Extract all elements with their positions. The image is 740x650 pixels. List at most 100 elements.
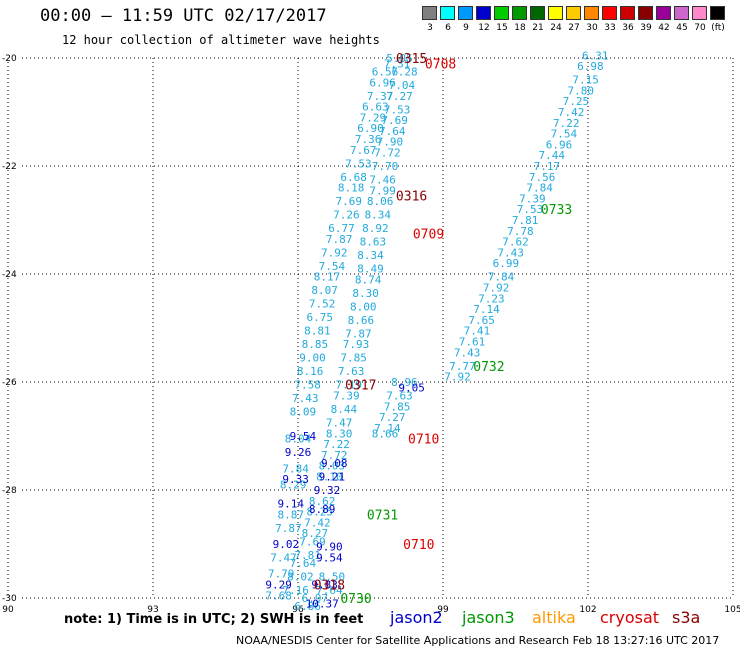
wave-height-label: 7.19: [336, 379, 363, 392]
legend-swatch: [692, 6, 707, 20]
legend-label: 27: [568, 23, 580, 33]
wave-height-label: 7.87: [275, 522, 302, 535]
legend-label: 39: [640, 23, 652, 33]
wave-height-label: 7.47: [326, 417, 353, 430]
legend-swatch: [602, 6, 617, 20]
wave-height-label: 7.27: [379, 411, 406, 424]
wave-height-label: 7.47: [270, 552, 297, 565]
wave-height-label: 8.27: [302, 527, 329, 540]
wave-height-label: 8.00: [350, 300, 377, 313]
wave-height-label: 7.22: [323, 438, 350, 451]
legend-swatch: [458, 6, 473, 20]
wave-height-label: 5.95: [386, 52, 413, 65]
wave-height-label: 7.54: [319, 260, 346, 273]
wave-height-label: 7.92: [321, 246, 348, 259]
x-tick-label: 96: [292, 605, 304, 615]
wave-height-label: 9.21: [319, 471, 346, 484]
wave-height-label: 7.67: [350, 144, 377, 157]
wave-height-label: 7.23: [478, 292, 505, 305]
wave-height-label: 7.64: [290, 557, 317, 570]
wave-height-label: 7.63: [338, 365, 365, 378]
wave-height-label: 7.77: [449, 360, 476, 373]
wave-height-label: 7.81: [294, 549, 321, 562]
wave-height-label: 7.87: [345, 327, 372, 340]
wave-height-label: 8.85: [302, 338, 329, 351]
x-tick-label: 99: [437, 605, 449, 615]
wave-height-label: 7.69: [381, 114, 408, 127]
pass-time-label: 0710: [408, 433, 439, 448]
legend-swatch: [566, 6, 581, 20]
wave-height-label: 7.84: [526, 182, 553, 195]
legend-swatch: [530, 6, 545, 20]
legend-swatch: [620, 6, 635, 20]
mission-s3a: s3a: [672, 608, 701, 627]
wave-height-label: 9.08: [321, 457, 348, 470]
wave-height-label: 9.54: [316, 552, 343, 565]
legend-label: 6: [445, 23, 451, 33]
wave-height-label: 8.02: [287, 570, 314, 583]
wave-height-label: 9.90: [316, 541, 343, 554]
pass-time-label: 0710: [403, 538, 434, 553]
wave-height-label: 8.87: [278, 508, 305, 521]
wave-height-label: 7.16: [282, 584, 309, 597]
pass-time-label: 0709: [413, 228, 444, 243]
wave-height-label: 7.46: [369, 174, 396, 187]
wave-height-label: 7.14: [374, 422, 401, 435]
wave-height-label: 7.79: [268, 568, 295, 581]
wave-height-label: 7.54: [551, 128, 578, 141]
wave-height-label: 8.89: [309, 503, 336, 516]
wave-height-label: 8.18: [338, 182, 365, 195]
wave-height-label: 9.26: [285, 446, 312, 459]
wave-height-label: 7.39: [333, 390, 360, 403]
wave-height-label: 7.93: [343, 338, 370, 351]
wave-height-label: 6.96: [546, 138, 573, 151]
y-tick-label: -30: [2, 594, 17, 604]
x-tick-label: 90: [2, 605, 14, 615]
wave-height-label: 8.62: [309, 495, 336, 508]
wave-height-label: 7.92: [444, 371, 471, 384]
pass-time-label: 0318: [314, 579, 345, 594]
wave-height-label: 7.43: [497, 246, 524, 259]
legend-swatch: [494, 6, 509, 20]
wave-height-label: 9.29: [265, 579, 292, 592]
wave-height-label: 6.31: [582, 49, 609, 62]
wave-height-label: 7.87: [326, 233, 353, 246]
legend-swatch: [548, 6, 563, 20]
wave-height-label: 8.66: [372, 427, 399, 440]
wave-height-label: 8.25: [307, 506, 334, 519]
wave-height-label: 7.63: [386, 390, 413, 403]
wave-height-label: 9.83: [311, 579, 338, 592]
wave-height-label: 7.70: [372, 160, 399, 173]
wave-height-label: 7.31: [384, 57, 411, 70]
wave-height-label: 6.75: [307, 311, 334, 324]
wave-height-label: 7.53: [517, 203, 544, 216]
pass-time-label: 0731: [367, 508, 398, 523]
wave-height-label: 7.90: [377, 136, 404, 149]
wave-height-label: 9.14: [278, 498, 305, 511]
legend-swatch: [422, 6, 437, 20]
legend-label: 45: [676, 23, 688, 33]
wave-height-label: 8.49: [357, 263, 384, 276]
wave-height-label: 7.22: [553, 117, 580, 130]
wave-height-label: 7.14: [473, 303, 500, 316]
wave-height-label: 7.52: [309, 298, 336, 311]
wave-height-label: 7.43: [454, 346, 481, 359]
mission-jason2: jason2: [390, 608, 443, 627]
legend-label: (ft): [711, 23, 725, 33]
legend-label: 18: [514, 23, 526, 33]
wave-height-label: 9.33: [282, 473, 309, 486]
legend-label: 24: [550, 23, 562, 33]
pass-time-label: 0317: [345, 379, 376, 394]
legend-swatch: [710, 6, 725, 20]
wave-height-label: 7.62: [502, 236, 529, 249]
wave-height-label: 8.81: [304, 325, 331, 338]
wave-height-label: 8.06: [367, 195, 394, 208]
legend-label: 21: [532, 23, 544, 33]
wave-height-label: 7.72: [321, 449, 348, 462]
pass-time-label: 0316: [396, 190, 427, 205]
wave-height-label: 6.77: [328, 222, 355, 235]
axis-tick-labels: 90 93 96 99 102 105 -20 -22 -24 -26 -28 -30: [2, 54, 740, 615]
legend-swatch: [512, 6, 527, 20]
wave-height-label: 7.56: [529, 171, 556, 184]
